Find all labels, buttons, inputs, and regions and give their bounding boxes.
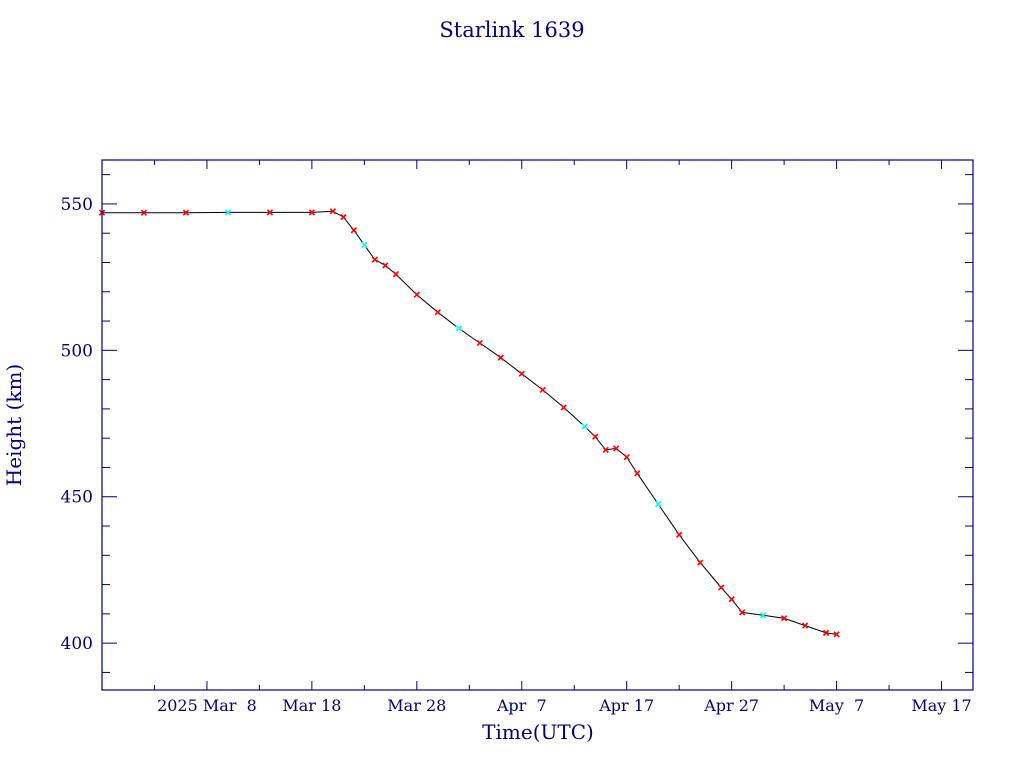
plot-frame: [101, 159, 974, 691]
data-point-stroke: [382, 262, 389, 269]
x-tick-label: Apr 27: [703, 696, 759, 715]
data-point: [371, 256, 379, 263]
y-tick-label: 400: [61, 634, 93, 654]
data-point: [266, 209, 274, 216]
data-point-stroke: [613, 445, 620, 452]
x-tick-label: Apr 17: [598, 696, 654, 715]
data-point-stroke: [329, 208, 337, 215]
data-point-stroke: [497, 354, 504, 361]
data-point: [613, 445, 620, 452]
series-line: [102, 210, 837, 635]
data-point: [833, 631, 840, 638]
data-point-stroke: [696, 559, 704, 566]
data-point-stroke: [623, 454, 630, 461]
data-point: [382, 262, 389, 269]
data-point-stroke: [602, 446, 609, 454]
data-point: [822, 629, 830, 637]
axis-ticks: 2025 Mar 8 Mar 18 Mar 28 Apr 7 Apr 17 Apr 27 M…: [61, 160, 973, 715]
data-point-stroke: [518, 370, 525, 377]
data-point-stroke: [455, 325, 462, 332]
data-point-stroke: [308, 209, 316, 216]
data-point: [361, 241, 368, 249]
data-point: [340, 213, 347, 221]
data-point: [581, 423, 588, 430]
data-point-stroke: [717, 584, 725, 591]
data-point-stroke: [560, 404, 567, 411]
data-point-stroke: [801, 622, 809, 629]
data-point: [476, 339, 483, 347]
data-point: [592, 433, 599, 440]
data-point: [560, 404, 567, 411]
data-point-stroke: [266, 209, 274, 216]
data-point-stroke: [140, 209, 148, 216]
data-point: [676, 531, 683, 538]
data-point: [655, 500, 662, 508]
data-point-stroke: [655, 500, 662, 508]
y-tick-label: 550: [61, 195, 93, 215]
data-point-stroke: [392, 271, 399, 278]
data-point-stroke: [581, 423, 588, 430]
data-point: [602, 446, 609, 454]
data-point: [224, 209, 232, 216]
data-point: [182, 209, 190, 216]
data-point: [634, 470, 641, 477]
data-point: [329, 208, 337, 215]
data-point: [497, 354, 504, 361]
data-point-stroke: [634, 470, 641, 477]
x-tick-label: May 17: [911, 696, 971, 715]
data-point: [434, 309, 441, 316]
x-tick-label: 2025 Mar 8: [157, 696, 257, 715]
x-tick-label: Mar 18: [282, 696, 341, 715]
y-axis-label: Height (km): [2, 364, 26, 486]
data-point: [308, 209, 316, 216]
x-tick-label: Apr 7: [496, 696, 547, 715]
data-point: [623, 454, 630, 461]
chart-title: Starlink 1639: [439, 18, 584, 42]
y-tick-label: 500: [61, 341, 93, 361]
data-point-stroke: [759, 612, 767, 619]
data-point: [539, 386, 546, 394]
data-point: [717, 584, 725, 591]
data-point-stroke: [676, 531, 683, 538]
data-point-stroke: [592, 433, 599, 440]
data-point: [350, 227, 358, 234]
data-point: [392, 271, 399, 278]
data-point-stroke: [413, 291, 420, 298]
x-axis-label: Time(UTC): [482, 720, 594, 744]
data-point: [455, 325, 462, 332]
data-point-stroke: [728, 596, 735, 603]
data-point-stroke: [361, 241, 368, 249]
data-point: [696, 559, 704, 566]
data-point-stroke: [350, 227, 358, 234]
data-point: [518, 370, 525, 377]
data-point-stroke: [822, 629, 830, 637]
y-tick-label: 450: [61, 488, 93, 508]
data-point-stroke: [224, 209, 232, 216]
data-point-stroke: [434, 309, 441, 316]
data-point: [759, 612, 767, 619]
data-point: [738, 609, 746, 616]
data-series: [98, 208, 840, 638]
data-point-stroke: [539, 386, 546, 394]
data-point-stroke: [738, 609, 746, 616]
data-point: [413, 291, 420, 298]
data-point: [780, 615, 788, 622]
data-point: [801, 622, 809, 629]
data-point-stroke: [833, 631, 840, 638]
data-point-stroke: [476, 339, 483, 347]
data-point: [728, 596, 735, 603]
x-tick-label: May 7: [809, 696, 864, 715]
data-point-stroke: [780, 615, 788, 622]
x-tick-label: Mar 28: [387, 696, 446, 715]
data-point-stroke: [182, 209, 190, 216]
data-point-stroke: [371, 256, 379, 263]
data-point-stroke: [340, 213, 347, 221]
data-point: [140, 209, 148, 216]
